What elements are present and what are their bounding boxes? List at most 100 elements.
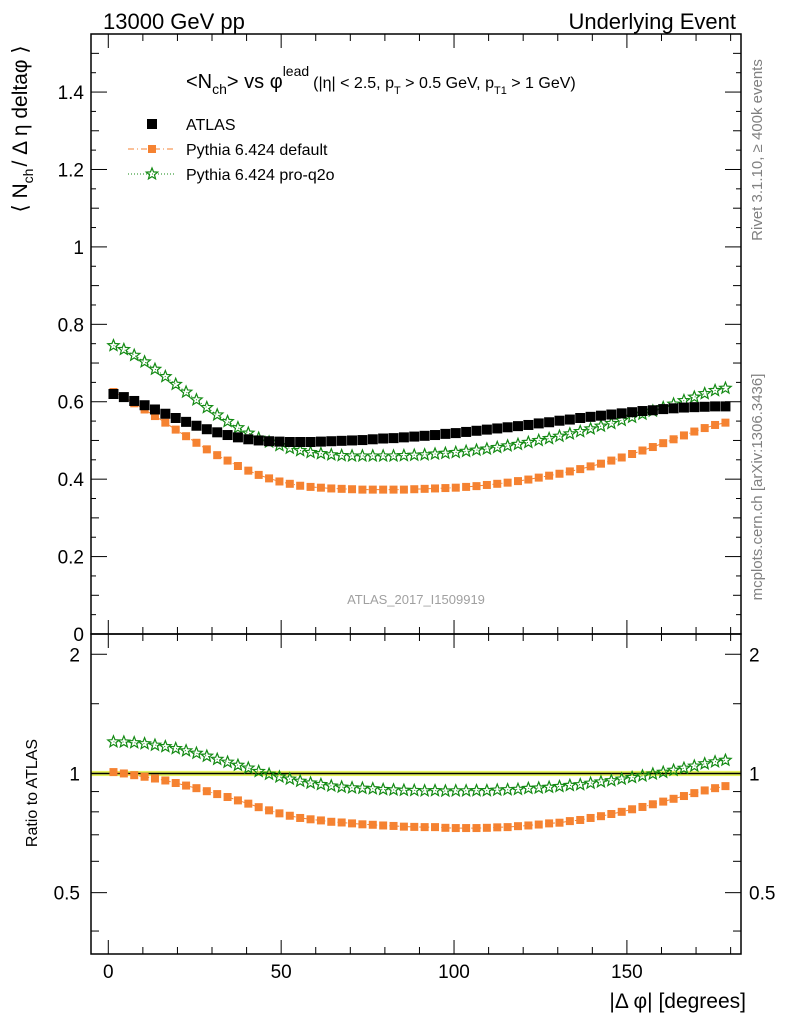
ratio-point-proq2o: [126, 735, 142, 749]
data-point-default: [700, 424, 709, 433]
ratio-point-default: [119, 769, 128, 778]
data-point-proq2o: [687, 389, 702, 404]
data-point-proq2o: [489, 439, 505, 454]
ratio-point-proq2o: [645, 766, 661, 781]
legend-label-default: Pythia 6.424 default: [186, 142, 328, 159]
data-point-atlas: [564, 414, 575, 425]
ratio-point-default: [513, 822, 522, 831]
data-point-atlas: [606, 409, 617, 420]
ratio-point-proq2o: [521, 780, 536, 795]
ratio-point-proq2o: [396, 782, 412, 797]
data-point-default: [389, 485, 398, 494]
ratio-point-proq2o: [137, 736, 152, 750]
data-point-atlas: [336, 435, 347, 446]
ratio-y-tick-label-right: 2: [749, 645, 760, 666]
x-tick-label: 150: [611, 962, 643, 983]
data-point-default: [545, 471, 554, 480]
data-point-proq2o: [178, 384, 194, 399]
ratio-point-proq2o: [230, 757, 246, 772]
data-point-atlas: [440, 428, 451, 439]
ratio-point-proq2o: [106, 734, 121, 748]
ratio-point-default: [628, 805, 637, 814]
data-point-proq2o: [324, 447, 339, 461]
ratio-point-proq2o: [251, 763, 266, 778]
data-point-atlas: [461, 426, 472, 437]
ratio-point-proq2o: [541, 779, 557, 794]
data-point-proq2o: [386, 448, 401, 463]
ratio-point-default: [524, 821, 533, 830]
data-point-atlas: [398, 432, 409, 443]
ratio-point-default: [721, 782, 730, 791]
data-point-atlas: [450, 428, 461, 439]
ratio-point-default: [244, 799, 253, 808]
ratio-point-default: [659, 797, 668, 806]
ratio-point-proq2o: [313, 776, 329, 791]
data-point-default: [306, 482, 315, 491]
data-point-default: [337, 484, 346, 493]
main-y-tick-label: 1.4: [58, 83, 85, 104]
data-point-default: [233, 462, 242, 470]
legend: ATLAS Pythia 6.424 default Pythia 6.424 pr…: [128, 117, 335, 184]
ratio-point-default: [379, 821, 388, 830]
ratio-point-default: [389, 821, 398, 830]
legend-marker-proq2o: [144, 166, 160, 181]
ratio-point-default: [607, 809, 616, 818]
data-point-default: [244, 466, 253, 475]
axis-ticks: [91, 34, 741, 954]
data-point-atlas: [149, 404, 160, 415]
data-point-atlas: [170, 413, 181, 423]
ratio-point-proq2o: [355, 780, 370, 795]
ratio-point-proq2o: [707, 754, 723, 769]
data-point-atlas: [689, 402, 700, 413]
series-line-proq2o: [113, 345, 726, 457]
ratio-point-proq2o: [344, 780, 360, 794]
ratio-point-default: [638, 802, 647, 811]
data-point-default: [462, 482, 471, 491]
data-point-atlas: [409, 431, 420, 442]
data-point-default: [192, 438, 201, 447]
ratio-point-proq2o: [697, 756, 712, 770]
data-point-atlas: [720, 401, 731, 412]
x-tick-label: 100: [438, 962, 470, 983]
data-point-proq2o: [541, 430, 557, 445]
ratio-point-proq2o: [593, 774, 609, 789]
ratio-point-proq2o: [406, 782, 422, 797]
data-point-default: [472, 482, 481, 491]
ratio-point-default: [462, 824, 471, 833]
data-point-default: [659, 439, 668, 448]
data-point-atlas: [523, 419, 534, 430]
data-point-default: [399, 485, 408, 494]
data-point-atlas: [658, 404, 669, 415]
ratio-point-default: [503, 823, 512, 832]
ratio-point-default: [431, 823, 440, 832]
data-point-default: [711, 420, 720, 429]
ratio-point-proq2o: [531, 780, 547, 795]
ratio-point-default: [482, 823, 491, 832]
data-point-default: [648, 443, 657, 452]
ratio-point-proq2o: [303, 775, 318, 790]
ratio-point-proq2o: [687, 758, 702, 773]
ratio-point-default: [368, 820, 377, 829]
data-point-atlas: [295, 437, 306, 447]
main-y-tick-label: 1: [73, 238, 84, 259]
data-point-proq2o: [137, 354, 152, 369]
data-point-proq2o: [427, 446, 443, 461]
ratio-point-default: [140, 772, 149, 781]
ratio-point-default: [399, 822, 408, 831]
data-point-default: [679, 431, 688, 440]
main-y-tick-label: 0.4: [58, 470, 85, 491]
data-point-default: [451, 483, 460, 492]
ratio-point-proq2o: [116, 734, 132, 749]
ratio-point-proq2o: [438, 783, 453, 798]
data-point-default: [379, 485, 388, 494]
ratio-point-default: [150, 774, 159, 783]
ratio-point-proq2o: [489, 782, 505, 797]
ratio-point-proq2o: [272, 769, 287, 784]
data-point-proq2o: [448, 444, 464, 459]
data-point-proq2o: [469, 442, 484, 457]
data-point-default: [171, 425, 180, 434]
data-point-atlas: [139, 400, 150, 411]
data-point-default: [482, 480, 491, 489]
data-point-proq2o: [604, 415, 619, 430]
ratio-point-proq2o: [168, 740, 183, 755]
